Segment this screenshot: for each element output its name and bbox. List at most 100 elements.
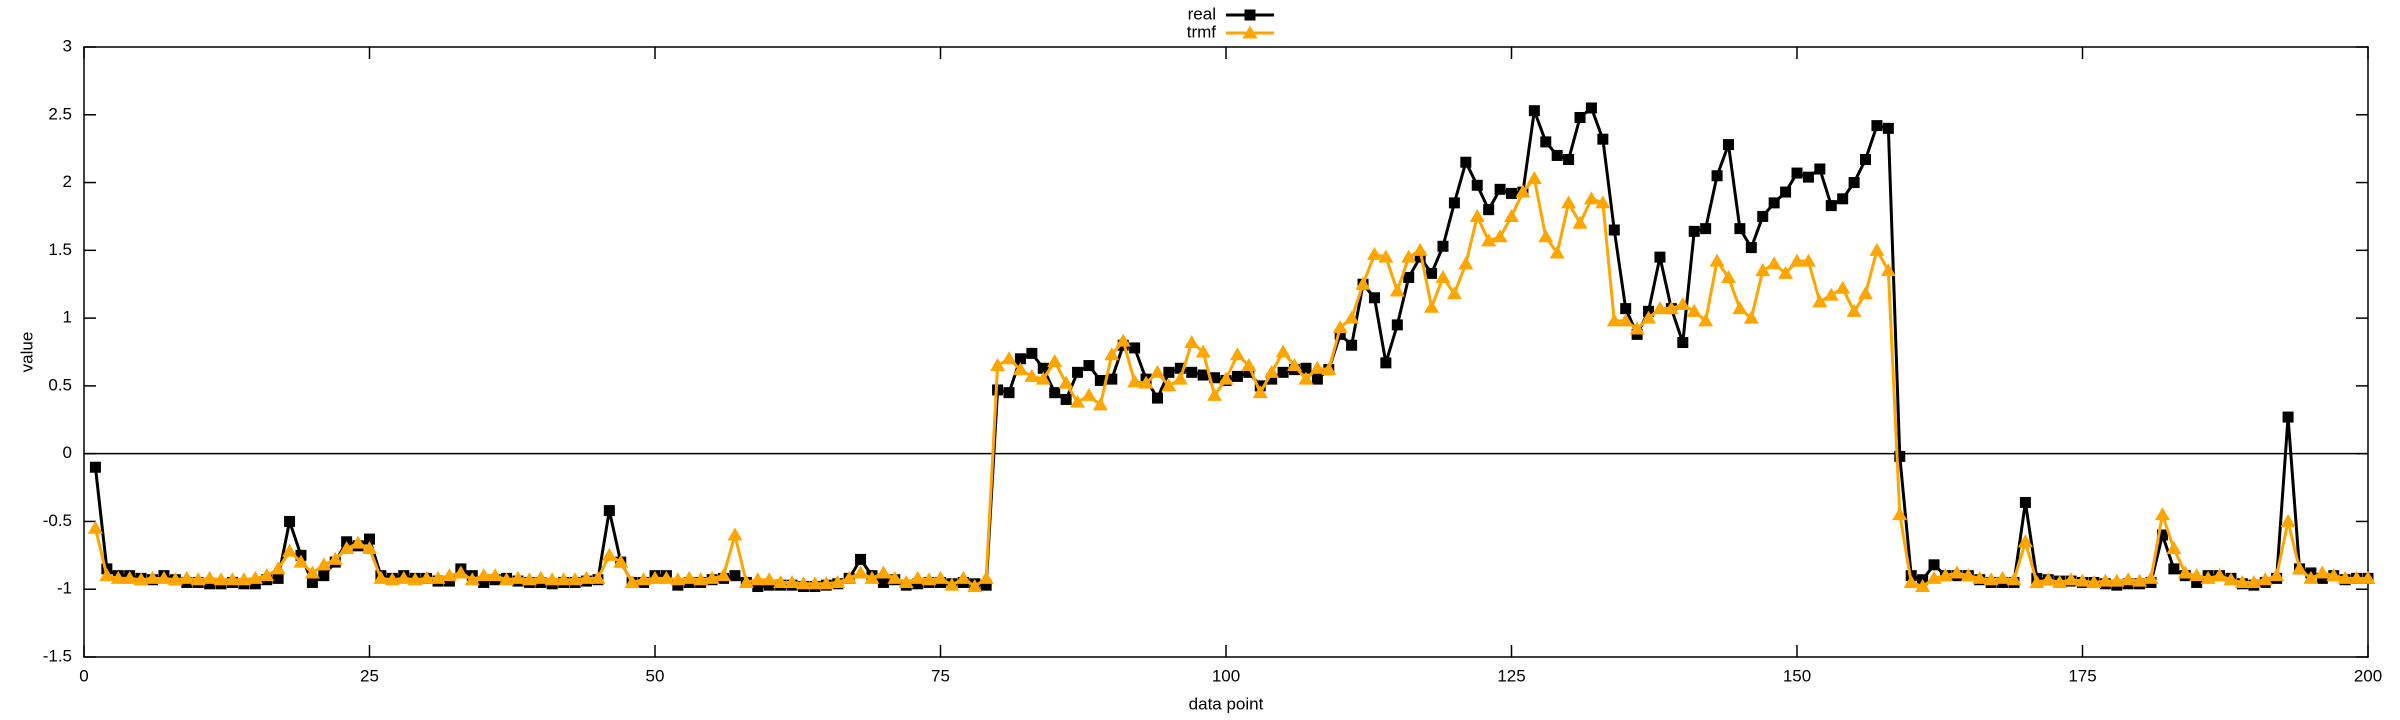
marker (476, 568, 492, 582)
marker (2191, 576, 2203, 588)
marker (2189, 568, 2205, 582)
marker (1720, 269, 1736, 283)
marker (1081, 387, 1097, 401)
marker (2212, 568, 2228, 582)
marker (681, 570, 697, 584)
marker (1026, 347, 1038, 359)
marker (2314, 565, 2330, 579)
marker (670, 572, 686, 586)
marker (2120, 572, 2136, 586)
marker (156, 570, 172, 584)
marker (1652, 301, 1668, 315)
marker (1766, 256, 1782, 270)
marker (1311, 373, 1323, 385)
marker (1526, 170, 1542, 184)
marker (1814, 163, 1826, 175)
y-tick-label: 2.5 (48, 104, 72, 123)
marker (1789, 253, 1805, 267)
x-tick-label: 100 (1212, 666, 1240, 685)
marker (933, 570, 948, 584)
marker (1391, 319, 1403, 331)
marker (478, 576, 490, 588)
marker (853, 565, 869, 579)
marker (316, 557, 332, 571)
marker (1561, 195, 1577, 209)
plot-frame (83, 46, 2369, 658)
marker (1321, 362, 1337, 376)
marker (898, 574, 914, 588)
marker (1037, 362, 1049, 374)
marker (773, 574, 789, 588)
marker (1424, 299, 1440, 313)
marker (1757, 210, 1769, 222)
marker (761, 572, 777, 586)
marker (364, 533, 375, 545)
marker (487, 568, 503, 582)
marker (1460, 156, 1472, 168)
marker (544, 572, 560, 586)
marker (89, 461, 101, 473)
marker (1047, 353, 1063, 367)
marker (955, 570, 971, 584)
marker (1287, 358, 1303, 372)
marker (1629, 321, 1645, 335)
marker (990, 358, 1006, 372)
marker (2280, 513, 2296, 527)
marker (1995, 570, 2011, 584)
marker (179, 570, 195, 584)
y-tick-label: 3 (63, 36, 72, 55)
marker (1448, 197, 1460, 209)
marker (2166, 541, 2182, 555)
marker (499, 572, 515, 586)
marker (1138, 375, 1154, 389)
marker (2177, 565, 2193, 579)
marker (1641, 310, 1657, 324)
marker (1882, 122, 1894, 134)
marker (1686, 303, 1702, 317)
marker (807, 576, 823, 590)
marker (2291, 561, 2307, 575)
series-line (93, 106, 2368, 589)
marker (1835, 280, 1851, 294)
marker (1346, 339, 1358, 351)
marker (293, 554, 309, 568)
marker (1298, 371, 1314, 385)
marker (877, 576, 889, 588)
marker (2143, 570, 2159, 584)
marker (887, 570, 903, 584)
legend-label: real (1188, 4, 1216, 23)
marker (1675, 297, 1691, 311)
marker (1949, 565, 1965, 579)
marker (1242, 25, 1258, 39)
marker (875, 565, 891, 579)
marker (1700, 223, 1712, 235)
marker (658, 570, 674, 584)
marker (213, 572, 229, 586)
marker (1960, 568, 1976, 582)
marker (1825, 200, 1837, 212)
marker (1743, 310, 1759, 324)
marker (1732, 301, 1748, 315)
marker (978, 570, 994, 584)
y-tick-label: -1.5 (43, 646, 72, 665)
marker (1129, 342, 1141, 354)
x-tick-label: 75 (931, 666, 950, 685)
marker (2349, 570, 2365, 584)
y-tick-label: -1 (57, 579, 72, 598)
marker (2075, 573, 2090, 587)
marker (1823, 287, 1839, 301)
marker (1780, 186, 1792, 198)
x-axis-label: data point (1189, 694, 1264, 713)
marker (1049, 387, 1061, 399)
legend-label: trmf (1187, 22, 1217, 41)
marker (1802, 171, 1814, 183)
marker (636, 572, 652, 586)
marker (1892, 507, 1908, 521)
marker (1355, 276, 1371, 290)
marker (1572, 215, 1588, 229)
marker (1481, 233, 1497, 247)
marker (795, 576, 811, 590)
marker (1412, 242, 1428, 256)
marker (272, 572, 284, 584)
